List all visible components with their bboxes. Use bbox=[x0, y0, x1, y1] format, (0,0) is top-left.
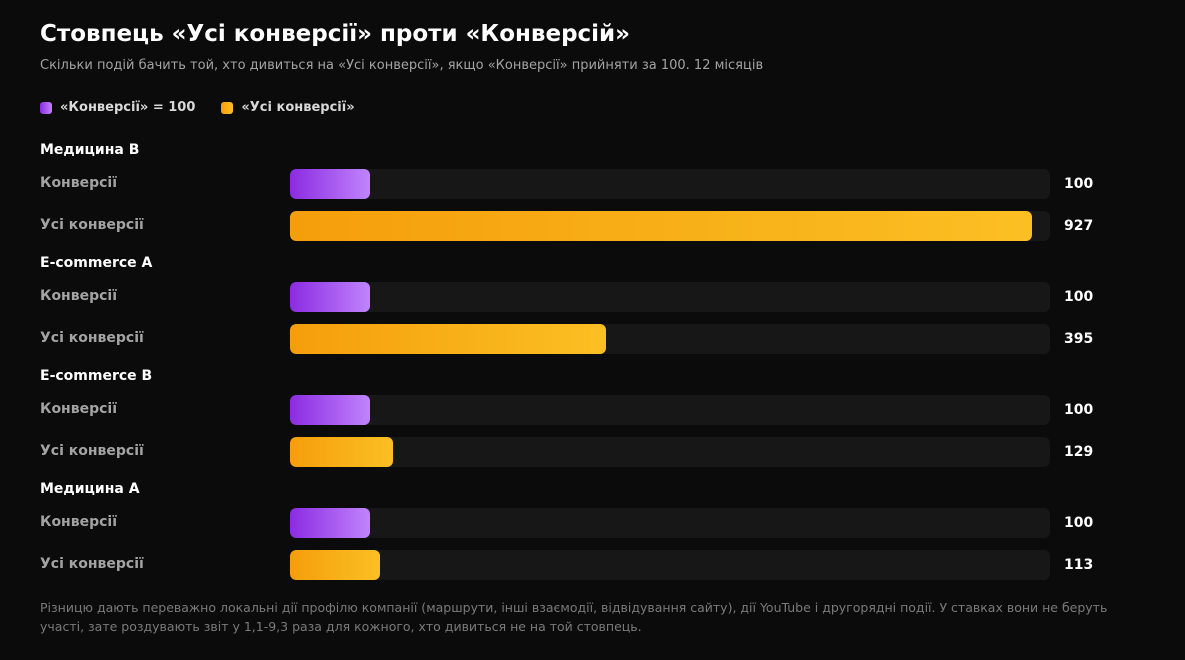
bar-track bbox=[290, 169, 1050, 199]
value-label: 100 bbox=[1064, 515, 1094, 531]
group-label: E-commerce A bbox=[40, 255, 153, 271]
chart-title: Стовпець «Усі конверсії» проти «Конверсі… bbox=[40, 21, 631, 47]
value-label: 100 bbox=[1064, 176, 1094, 192]
value-label: 395 bbox=[1064, 331, 1094, 347]
footnote: Різницю дають переважно локальні дії про… bbox=[40, 600, 1108, 634]
legend-swatch-base bbox=[40, 101, 52, 114]
bar-track bbox=[290, 437, 1050, 467]
group-label: Медицина B bbox=[40, 142, 140, 158]
bar-track bbox=[290, 508, 1050, 538]
legend-label-all: «Усі конверсії» bbox=[241, 100, 355, 115]
row-label: Усі конверсії bbox=[40, 330, 144, 346]
row-label: Усі конверсії bbox=[40, 556, 144, 572]
bar-conversions bbox=[290, 395, 370, 425]
value-label: 927 bbox=[1064, 218, 1094, 234]
row-label: Усі конверсії bbox=[40, 443, 144, 459]
bar-track bbox=[290, 211, 1050, 241]
chart-subtitle: Скільки подій бачить той, хто дивиться н… bbox=[40, 58, 764, 73]
bar-track bbox=[290, 282, 1050, 312]
legend: «Конверсії» = 100 «Усі конверсії» bbox=[40, 100, 381, 115]
row-label: Конверсії bbox=[40, 175, 118, 191]
row-label: Конверсії bbox=[40, 514, 118, 530]
legend-swatch-all bbox=[221, 101, 234, 114]
legend-item-base: «Конверсії» = 100 bbox=[40, 100, 195, 115]
bar-conversions bbox=[290, 169, 370, 199]
value-label: 100 bbox=[1064, 289, 1094, 305]
bar-track bbox=[290, 324, 1050, 354]
value-label: 100 bbox=[1064, 402, 1094, 418]
row-label: Конверсії bbox=[40, 401, 118, 417]
bar-track bbox=[290, 395, 1050, 425]
legend-label-base: «Конверсії» = 100 bbox=[60, 100, 196, 115]
group-label: E-commerce B bbox=[40, 368, 153, 384]
value-label: 129 bbox=[1064, 444, 1094, 460]
bar-track bbox=[290, 550, 1050, 580]
bar-conversions bbox=[290, 508, 370, 538]
group-label: Медицина A bbox=[40, 481, 140, 497]
row-label: Усі конверсії bbox=[40, 217, 144, 233]
value-label: 113 bbox=[1064, 557, 1094, 573]
bar-all-conversions bbox=[290, 437, 393, 467]
legend-item-all: «Усі конверсії» bbox=[221, 100, 355, 115]
bar-all-conversions bbox=[290, 211, 1032, 241]
bar-all-conversions bbox=[290, 324, 606, 354]
bar-conversions bbox=[290, 282, 370, 312]
bar-all-conversions bbox=[290, 550, 380, 580]
row-label: Конверсії bbox=[40, 288, 118, 304]
